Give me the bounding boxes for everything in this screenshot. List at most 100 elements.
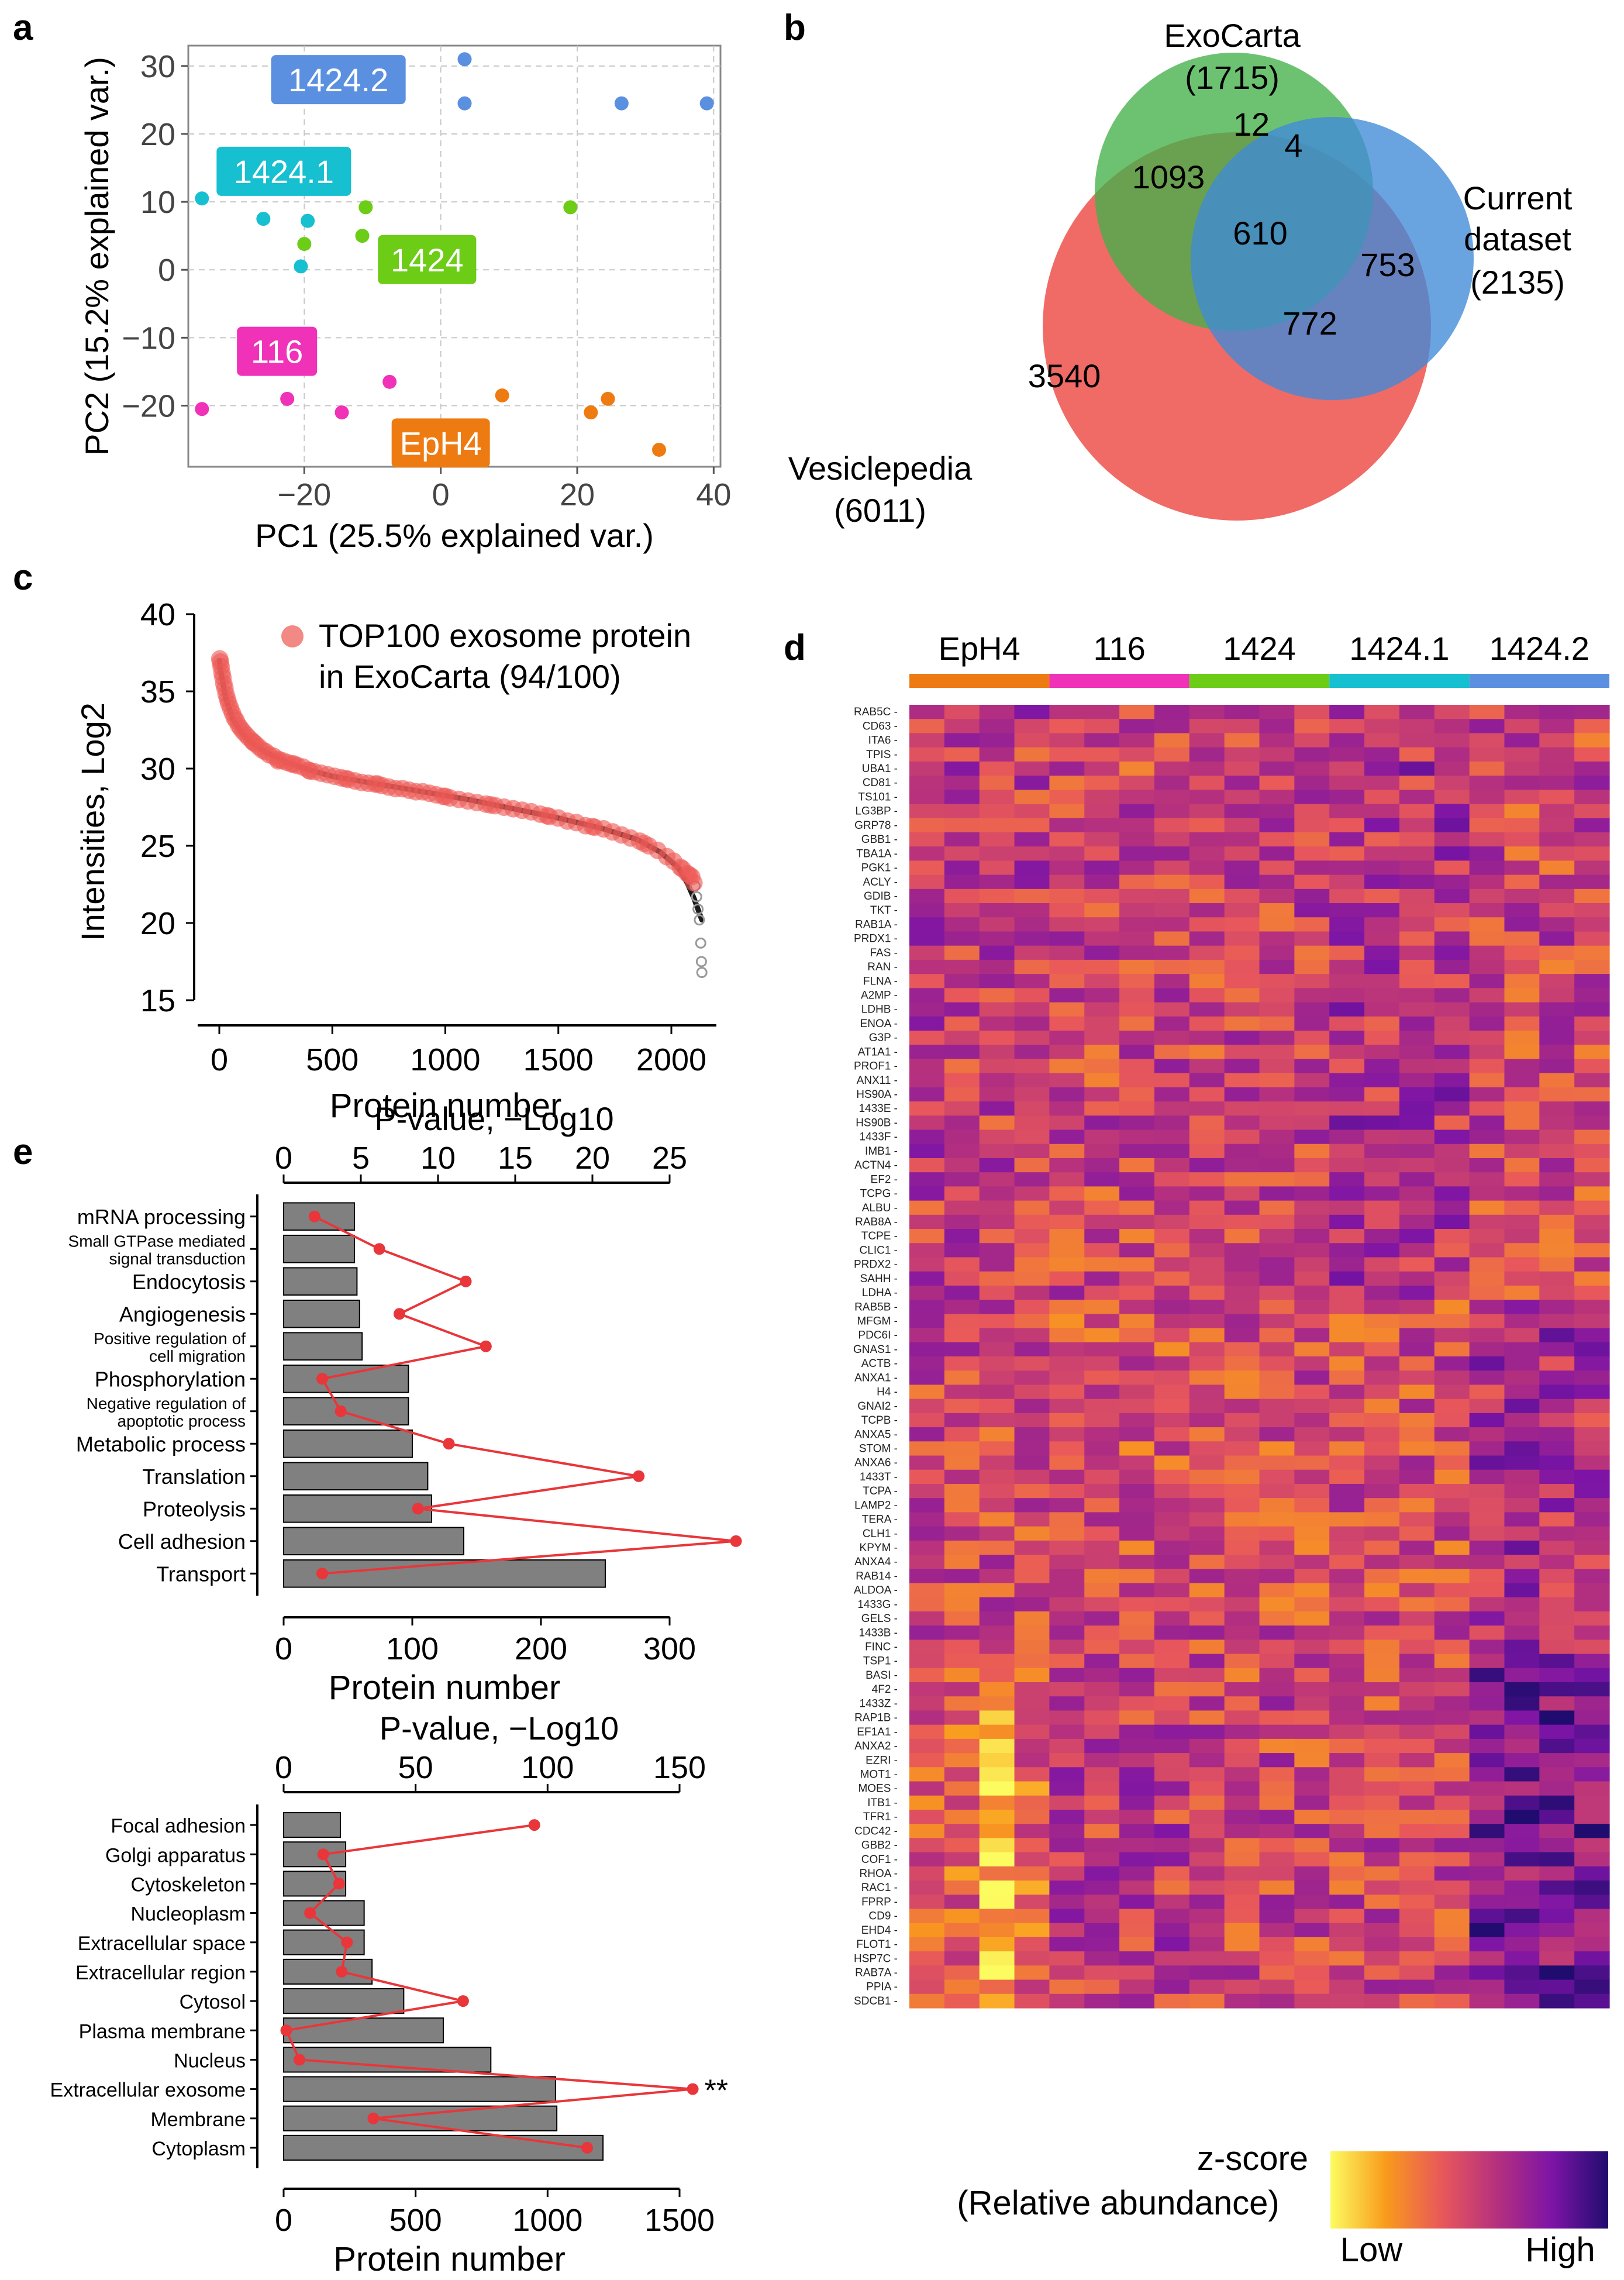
heatmap-cell	[1539, 874, 1575, 890]
heatmap-cell	[909, 1993, 945, 2009]
heatmap-cell	[1189, 1696, 1225, 1711]
go-component-top-tick-label: 150	[653, 1750, 706, 1785]
heatmap-cell	[909, 1625, 945, 1640]
heatmap-cell	[1049, 1031, 1085, 1045]
heatmap-cell	[1259, 1002, 1295, 1017]
go-process-x-tick-label: 300	[643, 1631, 696, 1666]
heatmap-cell	[1539, 1314, 1575, 1329]
heatmap-cell	[1469, 1314, 1505, 1329]
heatmap-cell	[979, 1923, 1015, 1938]
heatmap-cell	[909, 1342, 945, 1357]
heatmap-cell	[1539, 1172, 1575, 1187]
heatmap-cell	[1259, 846, 1295, 861]
heatmap-cell	[1364, 1979, 1400, 1995]
heatmap-cell	[1574, 1753, 1610, 1768]
heatmap-cell	[1224, 1200, 1260, 1215]
heatmap-cell	[909, 1753, 945, 1768]
heatmap-row-label: TPIS -	[866, 749, 898, 761]
heatmap-cell	[1119, 1951, 1155, 1966]
heatmap-row-label: HS90B -	[856, 1117, 898, 1129]
heatmap-cell	[1399, 1455, 1435, 1470]
heatmap-cell	[909, 1158, 945, 1173]
heatmap-cell	[1294, 1895, 1330, 1910]
heatmap-cell	[1014, 818, 1050, 833]
heatmap-cell	[1294, 1838, 1330, 1853]
heatmap-cell	[909, 974, 945, 989]
heatmap-cell	[1294, 1328, 1330, 1343]
heatmap-cell	[1434, 1342, 1470, 1357]
heatmap-cell	[1259, 1300, 1295, 1314]
heatmap-cell	[1294, 1881, 1330, 1895]
heatmap-cell	[1014, 776, 1050, 790]
heatmap-cell	[1574, 1909, 1610, 1924]
heatmap-cell	[1224, 903, 1260, 918]
go-component-top-tick-label: 50	[398, 1750, 433, 1785]
heatmap-cell	[1049, 1965, 1085, 1981]
heatmap-cell	[979, 1300, 1015, 1314]
heatmap-cell	[1259, 874, 1295, 890]
heatmap-cell	[1539, 719, 1575, 734]
heatmap-cell	[1539, 1909, 1575, 1924]
heatmap-cell	[1189, 1583, 1225, 1598]
heatmap-cell	[979, 1809, 1015, 1824]
heatmap-cell	[1364, 1016, 1400, 1031]
heatmap-cell	[1049, 1583, 1085, 1598]
heatmap-cell	[1084, 1129, 1120, 1145]
heatmap-cell	[1224, 733, 1260, 748]
heatmap-cell	[1434, 761, 1470, 776]
heatmap-cell	[1539, 733, 1575, 748]
heatmap-cell	[1399, 888, 1435, 904]
heatmap-cell	[1364, 1427, 1400, 1442]
heatmap-cell	[1224, 1101, 1260, 1116]
heatmap-cell	[1189, 790, 1225, 805]
heatmap-cell	[1154, 1795, 1190, 1810]
heatmap-cell	[1049, 888, 1085, 904]
heatmap-cell	[1399, 931, 1435, 946]
heatmap-cell	[909, 1356, 945, 1371]
heatmap-cell	[1469, 1384, 1505, 1400]
heatmap-cell	[1399, 1087, 1435, 1102]
go-component-pvalue-point	[333, 1878, 345, 1890]
heatmap-cell	[1399, 1767, 1435, 1782]
go-process-bar	[283, 1527, 464, 1556]
heatmap-cell	[944, 719, 980, 734]
go-component-category-label: Extracellular region	[75, 1962, 246, 1984]
heatmap-row-label: RAB1A -	[855, 918, 898, 931]
heatmap-cell	[1539, 1923, 1575, 1938]
heatmap-cell	[1014, 1144, 1050, 1159]
go-process-bar	[283, 1267, 358, 1296]
heatmap-cell	[1434, 1654, 1470, 1669]
heatmap-cell	[1294, 1696, 1330, 1711]
heatmap-cell	[1049, 1824, 1085, 1838]
heatmap-cell	[909, 1498, 945, 1513]
pca-y-tick-label: 30	[140, 49, 175, 84]
heatmap-cell	[1189, 1611, 1225, 1626]
heatmap-cell	[1154, 1031, 1190, 1045]
heatmap-cell	[979, 1002, 1015, 1017]
heatmap-cell	[1364, 988, 1400, 1003]
heatmap-cell	[1469, 705, 1505, 719]
heatmap-cell	[1574, 1824, 1610, 1838]
heatmap-cell	[1259, 1993, 1295, 2009]
heatmap-cell	[1504, 1328, 1540, 1343]
heatmap-cell	[1469, 1852, 1505, 1867]
heatmap-cell	[1154, 1087, 1190, 1102]
pca-point-1424-2	[457, 52, 472, 67]
heatmap-cell	[1049, 1795, 1085, 1810]
heatmap-cell	[1329, 1738, 1365, 1754]
heatmap-cell	[1224, 1059, 1260, 1074]
heatmap-cell	[1574, 1285, 1610, 1300]
heatmap-cell	[979, 1753, 1015, 1768]
heatmap-cell	[1574, 1881, 1610, 1895]
heatmap-cell	[979, 1031, 1015, 1045]
heatmap-cell	[1574, 1483, 1610, 1499]
heatmap-cell	[1189, 1937, 1225, 1952]
heatmap-cell	[1189, 761, 1225, 776]
pca-point-116	[335, 405, 349, 420]
heatmap-cell	[909, 1696, 945, 1711]
heatmap-cell	[1399, 1271, 1435, 1286]
heatmap-cell	[1434, 1838, 1470, 1853]
heatmap-cell	[1364, 1101, 1400, 1116]
heatmap-cell	[1434, 931, 1470, 946]
heatmap-cell	[1329, 776, 1365, 790]
